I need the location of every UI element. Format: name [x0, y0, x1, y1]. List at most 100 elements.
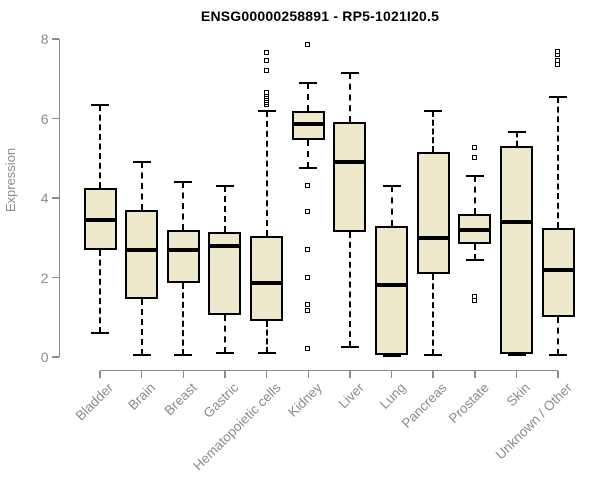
- upper-whisker-skin: [515, 132, 518, 147]
- upper-whisker-cap-skin: [507, 131, 526, 134]
- outlier-hematopoietic-cells: [263, 89, 269, 95]
- upper-whisker-hematopoietic-cells: [265, 110, 268, 236]
- x-category-label-kidney: Kidney: [285, 380, 325, 420]
- y-tick-label: 0: [40, 349, 49, 365]
- outlier-kidney: [305, 302, 311, 308]
- box-skin: [500, 146, 533, 355]
- y-tick: [51, 276, 59, 279]
- lower-whisker-cap-gastric: [215, 352, 234, 355]
- y-tick-label: 4: [40, 190, 49, 206]
- y-axis: [58, 39, 60, 357]
- upper-whisker-cap-liver: [340, 71, 359, 74]
- upper-whisker-cap-brain: [132, 161, 151, 164]
- lower-whisker-pancreas: [432, 273, 435, 355]
- outlier-kidney: [305, 308, 311, 314]
- lower-whisker-cap-breast: [174, 354, 193, 356]
- x-category-label-liver: Liver: [335, 380, 367, 412]
- median-skin: [500, 219, 533, 224]
- upper-whisker-cap-kidney: [299, 81, 318, 84]
- y-tick-label: 2: [40, 269, 49, 286]
- upper-whisker-bladder: [99, 104, 101, 189]
- upper-whisker-breast: [182, 182, 185, 230]
- lower-whisker-cap-hematopoietic-cells: [257, 352, 276, 355]
- outlier-kidney: [305, 41, 311, 47]
- lower-whisker-cap-unknown-other: [549, 354, 568, 356]
- outlier-prostate: [471, 145, 477, 151]
- lower-whisker-prostate: [473, 243, 476, 260]
- x-category-label-unknown-other: Unknown / Other: [492, 380, 575, 463]
- lower-whisker-gastric: [223, 315, 226, 353]
- x-category-label-gastric: Gastric: [200, 380, 242, 421]
- x-category-label-breast: Breast: [161, 380, 200, 419]
- median-bladder: [83, 217, 117, 222]
- x-category-label-brain: Brain: [125, 380, 159, 413]
- upper-whisker-kidney: [307, 82, 310, 111]
- x-category-label-prostate: Prostate: [445, 380, 492, 427]
- upper-whisker-cap-pancreas: [424, 109, 443, 112]
- upper-whisker-lung: [390, 186, 393, 226]
- x-tick: [307, 371, 309, 378]
- median-prostate: [458, 227, 492, 232]
- lower-whisker-cap-brain: [132, 354, 151, 356]
- lower-whisker-cap-skin: [507, 354, 526, 356]
- upper-whisker-brain: [140, 162, 143, 210]
- median-gastric: [208, 243, 242, 248]
- upper-whisker-cap-breast: [174, 181, 193, 184]
- x-tick: [140, 371, 143, 378]
- outlier-kidney: [305, 346, 311, 352]
- lower-whisker-brain: [140, 299, 143, 355]
- outlier-prostate: [471, 155, 477, 161]
- outlier-unknown-other: [555, 57, 561, 63]
- upper-whisker-unknown-other: [557, 96, 560, 228]
- y-tick: [51, 117, 59, 120]
- lower-whisker-bladder: [99, 249, 101, 334]
- outlier-hematopoietic-cells: [263, 49, 269, 55]
- median-hematopoietic-cells: [250, 281, 284, 286]
- upper-whisker-prostate: [473, 176, 476, 214]
- box-liver: [333, 122, 367, 232]
- upper-whisker-cap-gastric: [215, 185, 234, 188]
- box-pancreas: [416, 152, 450, 274]
- outlier-hematopoietic-cells: [263, 57, 269, 63]
- outlier-kidney: [305, 274, 311, 280]
- x-tick: [99, 371, 101, 378]
- lower-whisker-unknown-other: [557, 317, 560, 355]
- outlier-kidney: [305, 208, 311, 214]
- upper-whisker-liver: [348, 72, 351, 123]
- x-category-label-bladder: Bladder: [73, 380, 117, 424]
- upper-whisker-pancreas: [432, 110, 435, 153]
- x-tick: [432, 371, 434, 378]
- y-axis-label: Expression: [3, 147, 18, 213]
- box-lung: [375, 225, 409, 355]
- lower-whisker-cap-pancreas: [424, 354, 443, 356]
- x-tick: [390, 371, 393, 378]
- chart-title: ENSG00000258891 - RP5-1021I20.5: [200, 8, 440, 24]
- median-pancreas: [416, 235, 450, 240]
- lower-whisker-cap-bladder: [91, 332, 109, 335]
- outlier-hematopoietic-cells: [263, 67, 269, 73]
- x-tick: [557, 371, 559, 378]
- median-brain: [125, 247, 159, 252]
- lower-whisker-cap-kidney: [299, 167, 318, 170]
- x-tick: [265, 371, 268, 378]
- outlier-kidney: [305, 246, 311, 252]
- outlier-unknown-other: [555, 49, 561, 55]
- x-tick: [515, 371, 518, 378]
- lower-whisker-cap-lung: [382, 354, 401, 357]
- median-unknown-other: [541, 267, 575, 272]
- lower-whisker-liver: [348, 231, 351, 348]
- median-breast: [166, 247, 200, 252]
- y-tick: [51, 38, 59, 40]
- box-breast: [166, 229, 200, 284]
- median-lung: [375, 283, 409, 288]
- upper-whisker-cap-unknown-other: [549, 95, 568, 98]
- median-liver: [333, 160, 367, 165]
- upper-whisker-cap-hematopoietic-cells: [257, 109, 276, 112]
- x-axis: [100, 369, 559, 371]
- y-tick: [51, 197, 59, 199]
- outlier-prostate: [471, 297, 477, 303]
- box-hematopoietic-cells: [250, 235, 284, 322]
- upper-whisker-cap-prostate: [465, 175, 484, 178]
- lower-whisker-breast: [182, 283, 185, 355]
